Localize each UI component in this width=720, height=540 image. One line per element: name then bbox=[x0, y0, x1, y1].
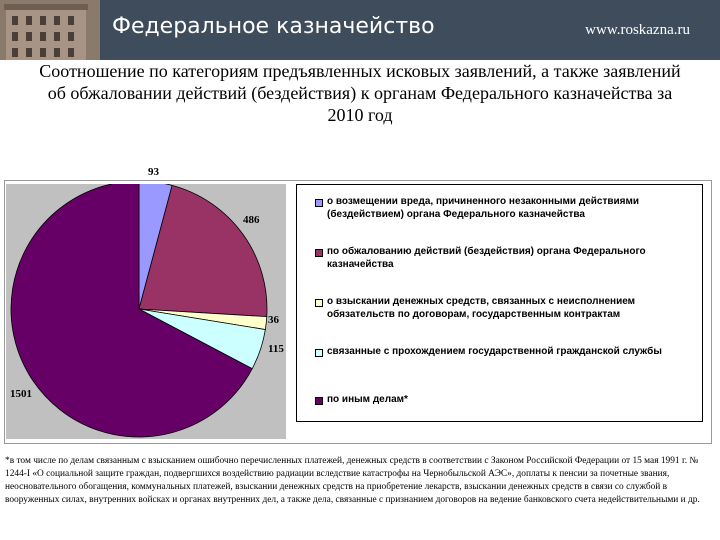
legend-swatch-4 bbox=[315, 349, 323, 357]
legend-label-3: о взыскании денежных средств, связанных … bbox=[327, 296, 636, 320]
chart-title: Соотношение по категориям предъявленных … bbox=[39, 61, 681, 125]
pie-slice-5 bbox=[10, 184, 253, 438]
pie-chart bbox=[10, 184, 268, 438]
legend-label-5: по иным делам* bbox=[327, 394, 408, 405]
website-link[interactable]: www.roskazna.ru bbox=[585, 22, 690, 38]
legend-item-3: о взыскании денежных средств, связанных … bbox=[315, 295, 682, 321]
legend-label-4: связанные с прохождением государственной… bbox=[327, 346, 662, 357]
legend-swatch-2 bbox=[315, 249, 323, 257]
legend-item-1: о возмещении вреда, причиненного незакон… bbox=[315, 195, 682, 221]
chart-legend: о возмещении вреда, причиненного незакон… bbox=[296, 184, 703, 422]
slice-label-5: 1501 bbox=[10, 388, 32, 400]
legend-item-5: по иным делам* bbox=[315, 393, 682, 406]
legend-swatch-1 bbox=[315, 199, 323, 207]
organization-title: Федеральное казначейство bbox=[112, 14, 435, 39]
slice-label-2: 486 bbox=[243, 214, 260, 226]
slice-label-3: 36 bbox=[268, 314, 279, 326]
legend-item-2: по обжалованию действий (бездействия) ор… bbox=[315, 245, 682, 271]
page-header: Федеральное казначейство www.roskazna.ru bbox=[0, 0, 720, 60]
legend-label-1: о возмещении вреда, причиненного незакон… bbox=[327, 196, 640, 220]
pie-slice-2 bbox=[138, 184, 268, 318]
slice-label-1: 93 bbox=[148, 166, 159, 178]
legend-swatch-5 bbox=[315, 397, 323, 405]
legend-label-2: по обжалованию действий (бездействия) ор… bbox=[327, 246, 646, 270]
legend-swatch-3 bbox=[315, 299, 323, 307]
slice-label-4: 115 bbox=[268, 343, 284, 355]
legend-item-4: связанные с прохождением государственной… bbox=[315, 345, 682, 358]
footnote: *в том числе по делам связанным с взыска… bbox=[5, 456, 700, 505]
pie-plot-area bbox=[6, 184, 286, 439]
treasury-building-photo bbox=[0, 0, 100, 60]
